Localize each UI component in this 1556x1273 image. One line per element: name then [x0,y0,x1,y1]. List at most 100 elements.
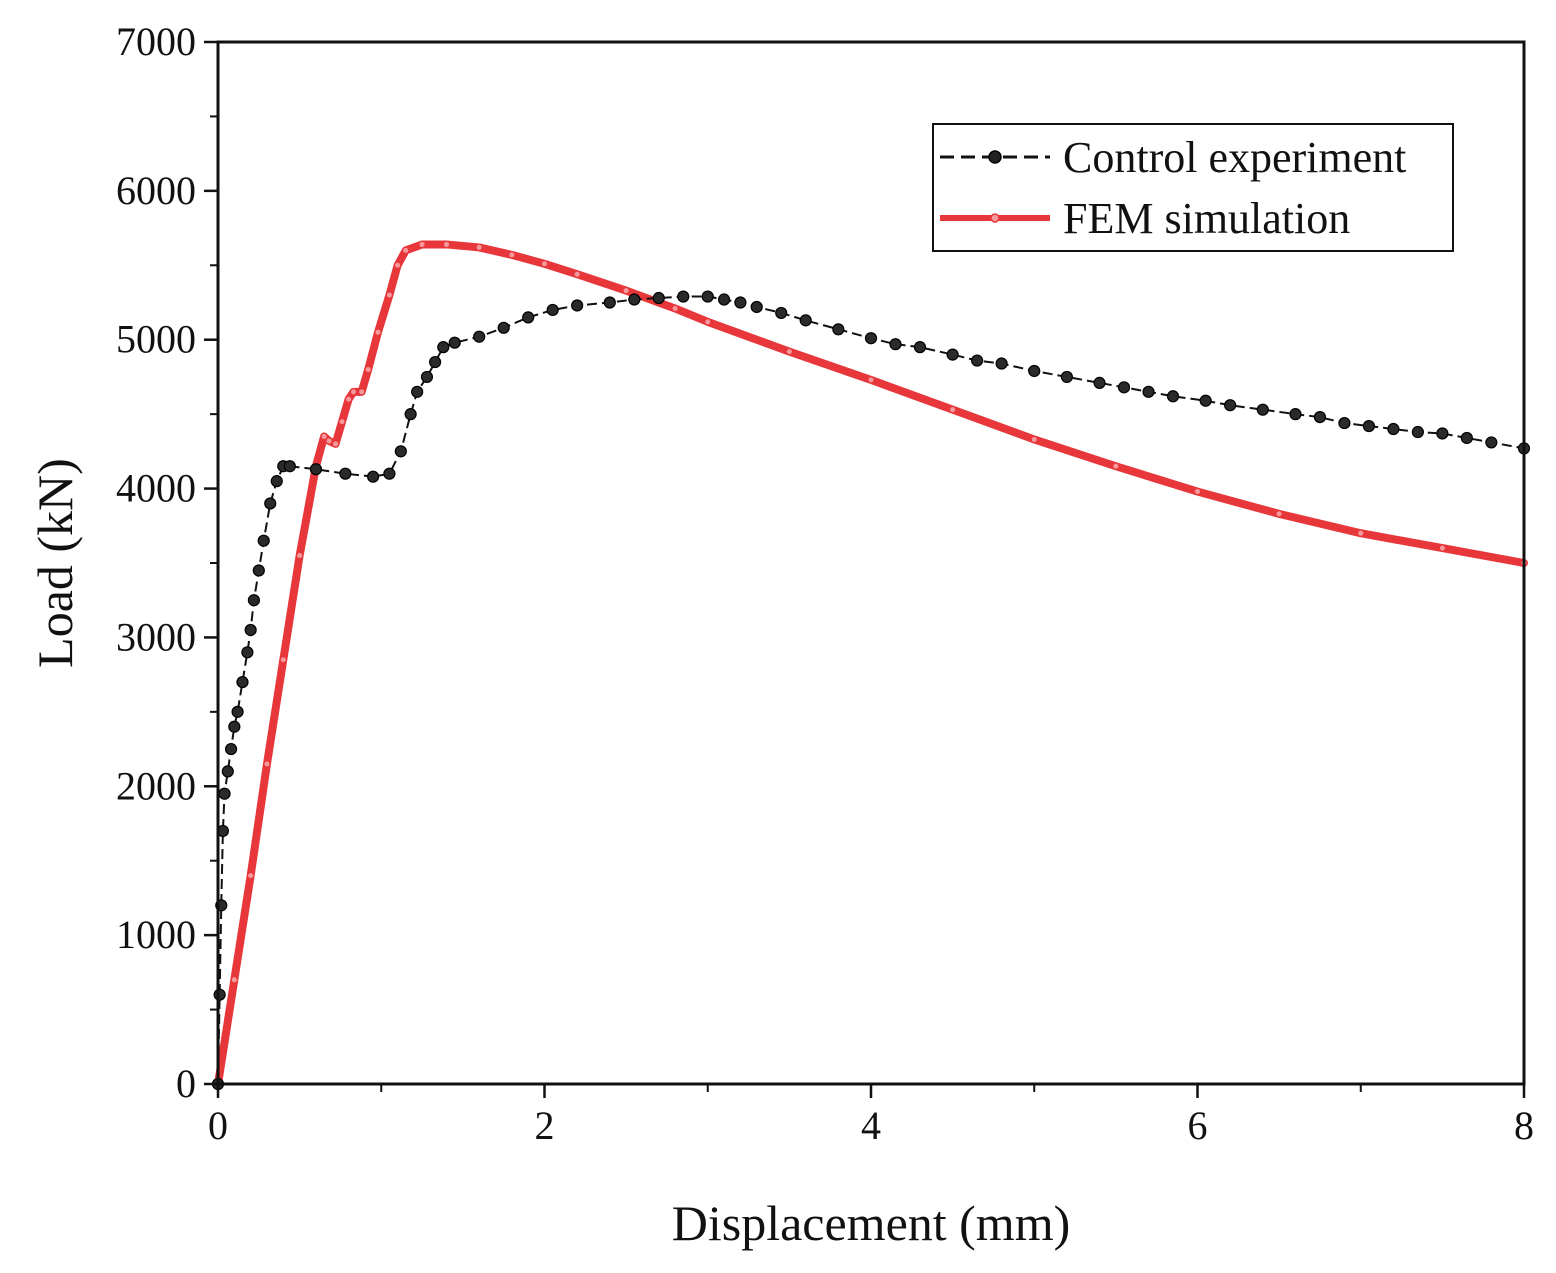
data-point-control-experiment [628,293,641,306]
data-point-fem-simulation [339,419,345,425]
data-point-control-experiment [652,291,665,305]
data-point-fem-simulation [231,977,237,983]
data-point-fem-simulation [333,441,339,447]
data-point-control-experiment [366,470,380,483]
data-point-control-experiment [522,311,535,324]
data-point-control-experiment [497,321,510,334]
data-point-control-experiment [603,296,616,309]
data-point-control-experiment [244,623,257,637]
series-line-fem-simulation [214,240,1528,1088]
data-point-fem-simulation [395,262,401,268]
data-point-control-experiment [247,594,261,607]
data-point-control-experiment [420,370,434,384]
data-point-control-experiment [231,705,244,718]
data-point-control-experiment [734,296,747,309]
data-point-fem-simulation [264,761,270,767]
data-point-control-experiment [546,303,559,317]
data-point-control-experiment [411,385,424,398]
data-point-control-experiment [224,742,238,756]
data-point-control-experiment [448,336,461,349]
data-point-control-experiment [264,497,277,510]
data-point-control-experiment [1362,419,1376,433]
data-point-control-experiment [775,306,788,320]
series-layer [211,240,1531,1091]
data-point-fem-simulation [346,396,352,402]
y-tick-label: 7000 [116,19,196,64]
data-point-control-experiment [1436,427,1449,440]
data-point-fem-simulation [1195,489,1200,495]
data-point-control-experiment [1060,370,1074,384]
legend: Control experiment FEM simulation [932,123,1454,252]
y-tick-label: 2000 [116,763,196,808]
data-point-fem-simulation [1439,545,1445,551]
data-point-control-experiment [717,293,731,306]
data-point-control-experiment [404,408,417,421]
data-point-control-experiment [283,460,296,473]
data-point-control-experiment [946,348,959,361]
data-point-fem-simulation [542,261,547,267]
data-point-fem-simulation [476,244,482,250]
data-point-control-experiment [1313,411,1327,424]
data-point-fem-simulation [350,389,356,395]
legend-label-fem-simulation: FEM simulation [1063,194,1350,243]
x-tick-label: 6 [1188,1103,1208,1148]
x-tick-label: 8 [1514,1103,1534,1148]
data-point-control-experiment [701,290,714,303]
data-point-fem-simulation [375,329,381,335]
data-point-control-experiment [236,675,249,689]
y-tick-label: 3000 [116,614,196,659]
data-point-control-experiment [383,467,396,480]
data-point-control-experiment [1289,408,1302,421]
data-point-control-experiment [1199,394,1212,407]
data-point-fem-simulation [868,377,874,383]
data-point-control-experiment [1028,364,1041,378]
data-point-control-experiment [571,299,584,312]
data-point-control-experiment [1256,403,1269,416]
data-point-control-experiment [473,330,486,343]
data-point-control-experiment [241,646,254,659]
y-tick-label: 6000 [116,168,196,213]
legend-marker-fem-simulation [990,213,1000,223]
data-point-control-experiment [394,445,407,458]
y-tick-label: 5000 [116,317,196,362]
data-point-control-experiment [429,355,442,369]
y-tick-label: 1000 [116,912,196,957]
data-point-fem-simulation [574,271,580,277]
data-point-fem-simulation [672,305,678,311]
y-tick-label: 4000 [116,466,196,511]
legend-label-control-experiment: Control experiment [1063,133,1406,182]
data-point-fem-simulation [1113,463,1119,469]
data-point-fem-simulation [359,389,365,395]
data-point-control-experiment [799,314,812,327]
data-point-fem-simulation [321,433,327,439]
data-point-fem-simulation [623,288,629,294]
data-point-control-experiment [1387,422,1400,436]
data-point-control-experiment [228,720,241,733]
data-point-fem-simulation [444,241,450,247]
data-point-control-experiment [257,534,270,547]
legend-box [932,123,1454,252]
data-point-fem-simulation [419,241,425,247]
data-point-control-experiment [832,323,845,336]
data-point-control-experiment [339,467,352,480]
data-point-control-experiment [1460,431,1473,445]
data-point-fem-simulation [1031,436,1037,442]
data-point-control-experiment [1485,436,1498,449]
y-tick-label: 0 [176,1061,196,1106]
data-point-control-experiment [1166,390,1180,403]
data-point-fem-simulation [950,407,956,413]
data-point-fem-simulation [705,319,711,325]
data-point-control-experiment [1142,385,1155,398]
data-point-fem-simulation [786,349,792,355]
data-point-control-experiment [437,341,450,354]
data-point-control-experiment [221,765,234,778]
data-point-fem-simulation [365,366,371,372]
data-point-control-experiment [218,787,231,800]
data-point-control-experiment [913,341,927,354]
data-point-fem-simulation [509,252,515,258]
data-point-control-experiment [750,300,763,314]
data-point-control-experiment [309,463,323,476]
data-point-control-experiment [971,354,984,367]
